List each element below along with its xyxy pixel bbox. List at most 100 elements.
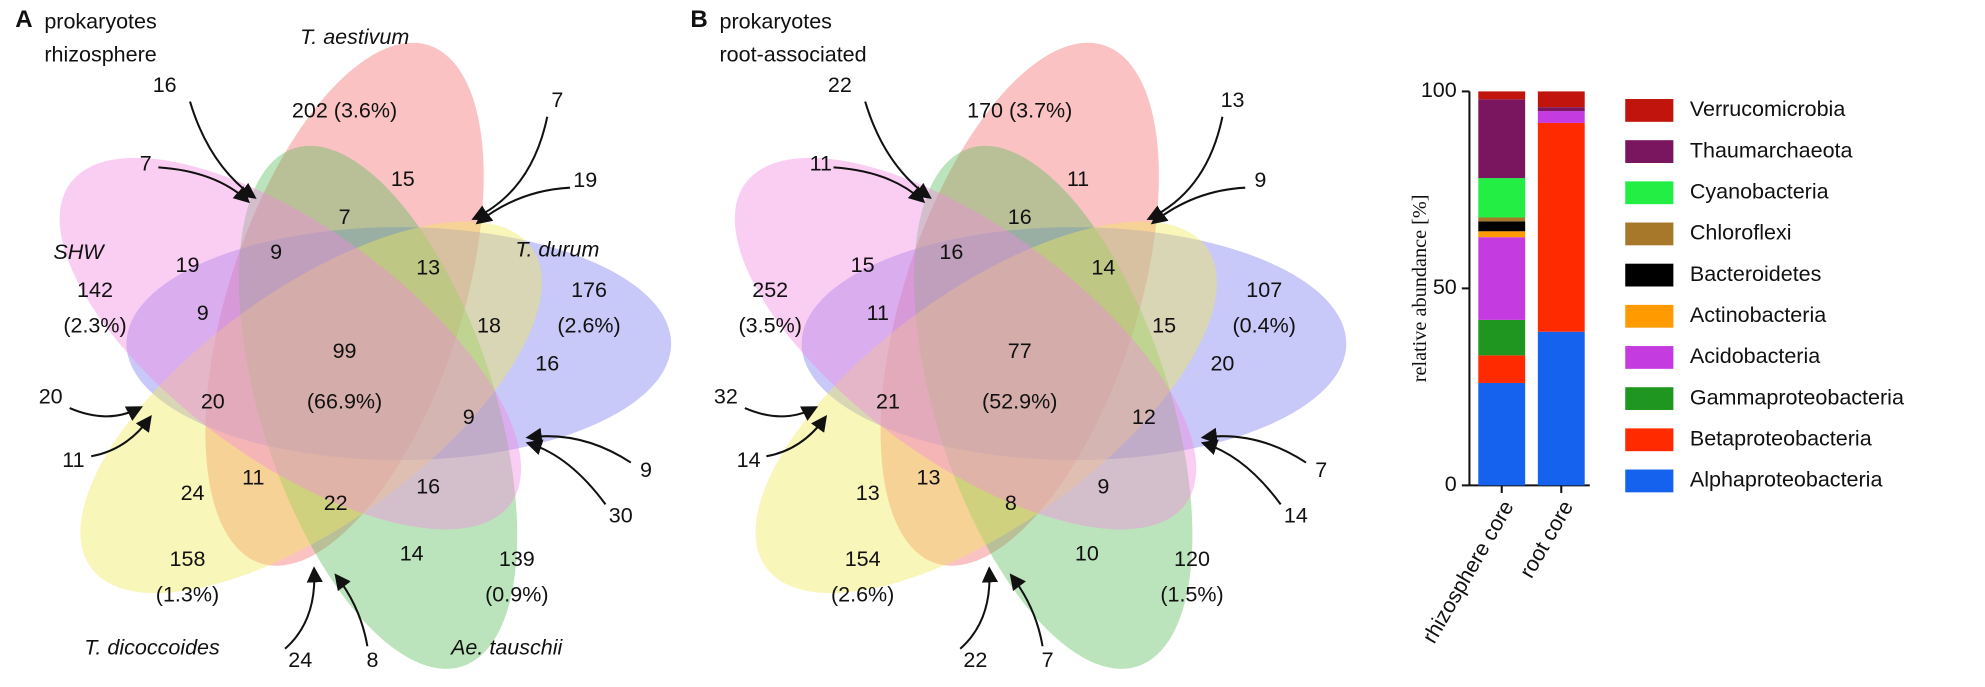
region-count: (66.9%) (307, 390, 382, 414)
region-count: 11 (1067, 167, 1089, 191)
set-name: SHW (53, 240, 105, 264)
legend-swatch (1625, 140, 1674, 163)
set-name: T. aestivum (300, 25, 409, 49)
bar-segment (1537, 122, 1585, 332)
region-count: 11 (62, 448, 84, 472)
region-count: (2.6%) (557, 314, 620, 338)
legend-label: Actinobacteria (1690, 303, 1826, 327)
region-count: 16 (153, 73, 177, 97)
legend-label: Verrucomicrobia (1690, 97, 1845, 121)
bar-segment (1478, 231, 1526, 238)
region-count: 30 (609, 504, 633, 528)
region-count: 13 (917, 466, 941, 490)
region-count: 22 (324, 491, 348, 515)
region-count: (0.4%) (1233, 314, 1296, 338)
region-count: 170 (3.7%) (967, 98, 1072, 122)
legend-swatch (1625, 346, 1674, 369)
legend-label: Thaumarchaeota (1690, 138, 1853, 162)
y-axis-label: relative abundance [%] (1409, 195, 1431, 383)
bar-segment (1537, 331, 1585, 486)
region-count: 15 (391, 167, 415, 191)
arrow (1150, 186, 1246, 225)
venn-set (755, 221, 1217, 594)
y-tick-label: 50 (1433, 275, 1457, 299)
region-count: 9 (463, 405, 475, 429)
y-tick-label: 100 (1421, 78, 1457, 102)
region-count: 20 (1210, 352, 1234, 376)
region-count: 22 (963, 648, 987, 672)
region-count: 14 (1284, 504, 1308, 528)
region-count: (3.5%) (738, 314, 801, 338)
region-count: 15 (1152, 314, 1176, 338)
region-count: 18 (477, 314, 501, 338)
legend-label: Bacteroidetes (1690, 262, 1822, 286)
region-count: 8 (1005, 491, 1017, 515)
region-count: 20 (201, 390, 225, 414)
region-count: 16 (535, 352, 559, 376)
venn-set (126, 227, 672, 461)
bar-segment (1537, 91, 1585, 108)
region-count: 77 (1008, 339, 1032, 363)
region-count: 107 (1246, 278, 1282, 302)
y-tick-label: 0 (1445, 472, 1457, 496)
legend-label: Alphaproteobacteria (1690, 468, 1883, 492)
region-count: 19 (176, 253, 200, 277)
venn-set (914, 145, 1193, 669)
arrow (1200, 439, 1282, 505)
region-count: 22 (828, 73, 852, 97)
arrow (959, 566, 999, 650)
legend-label: Betaproteobacteria (1690, 426, 1872, 450)
region-count: 252 (752, 278, 788, 302)
venn-set (59, 157, 522, 530)
region-count: 24 (181, 481, 205, 505)
region-count: 16 (939, 240, 963, 264)
region-count: 16 (416, 475, 440, 499)
region-count: 10 (1075, 542, 1099, 566)
panel-title: prokaryotes (44, 10, 156, 34)
region-count: 9 (640, 458, 652, 482)
venn-set (80, 221, 542, 594)
region-count: 21 (876, 390, 900, 414)
venn-set (205, 42, 484, 566)
region-count: 120 (1174, 547, 1210, 571)
arrow (69, 406, 143, 421)
region-count: 15 (851, 253, 875, 277)
x-tick-label: rhizosphere core (1418, 496, 1519, 647)
bar-segment (1478, 319, 1526, 356)
region-count: 9 (1254, 168, 1266, 192)
bar-segment (1478, 91, 1526, 100)
region-count: 7 (339, 205, 351, 229)
arrow (525, 427, 632, 464)
legend-label: Cyanobacteria (1690, 179, 1829, 203)
venn-set (801, 227, 1347, 461)
arrow (525, 439, 607, 505)
region-count: 7 (1042, 648, 1054, 672)
region-count: 7 (140, 152, 152, 176)
set-name: Ae. tauschii (449, 635, 563, 659)
bar-segment (1478, 355, 1526, 383)
region-count: 11 (242, 466, 264, 490)
venn-set (238, 145, 518, 669)
bar-segment (1478, 237, 1526, 320)
venn-set (734, 157, 1197, 530)
region-count: 154 (845, 547, 881, 571)
region-count: (52.9%) (982, 390, 1057, 414)
region-count: 20 (39, 385, 63, 409)
legend-swatch (1625, 387, 1674, 411)
legend-swatch (1625, 428, 1674, 452)
region-count: 24 (288, 648, 312, 672)
legend-swatch (1625, 304, 1674, 328)
region-count: 11 (867, 301, 889, 325)
bar-segment (1537, 111, 1585, 123)
legend-swatch (1625, 263, 1674, 287)
set-name: T. dicoccoides (84, 635, 220, 659)
arrow (334, 573, 369, 647)
set-name: T. durum (515, 238, 599, 262)
region-count: 202 (3.6%) (292, 98, 397, 122)
region-count: 19 (573, 168, 597, 192)
region-count: 14 (737, 448, 761, 472)
region-count: (1.3%) (156, 582, 219, 606)
